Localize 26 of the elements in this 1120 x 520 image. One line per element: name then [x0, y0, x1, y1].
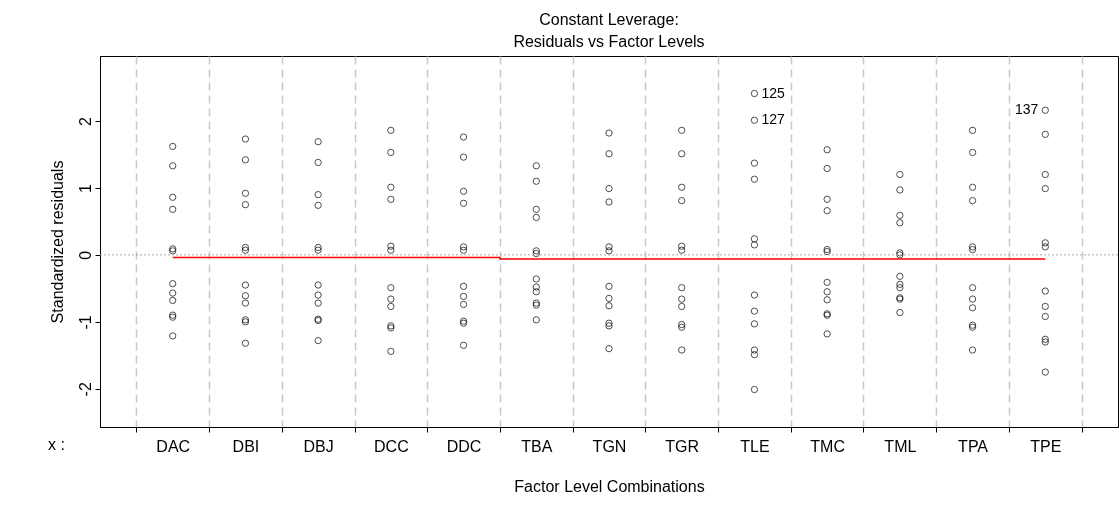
- x-tick-label: TPA: [958, 437, 989, 455]
- x-tick-label: DAC: [156, 437, 191, 455]
- x-tick-label: TPE: [1030, 437, 1062, 455]
- y-axis-title: Standardized residuals: [48, 160, 66, 324]
- y-tick-label: -2: [76, 382, 94, 397]
- y-tick-label: -1: [76, 315, 94, 330]
- x-tick-label: TMC: [810, 437, 845, 455]
- annotation: 125: [761, 84, 785, 101]
- y-tick-label: 1: [76, 183, 94, 193]
- x-tick-label: DCC: [374, 437, 409, 455]
- y-tick-label: 0: [76, 250, 94, 260]
- chart-subtitle: Residuals vs Factor Levels: [513, 33, 705, 50]
- x-tick-label: TML: [884, 437, 917, 455]
- x-tick-label: TGN: [592, 437, 627, 455]
- annotation: 137: [1014, 101, 1039, 118]
- x-tick-label: DBI: [232, 437, 260, 455]
- y-tick-label: 2: [76, 116, 94, 126]
- annotation: 127: [761, 111, 785, 128]
- x-axis-title: Factor Level Combinations: [514, 477, 705, 495]
- x-tick-label: TLE: [740, 437, 770, 455]
- chart-title: Constant Leverage:: [539, 11, 679, 28]
- x-tick-label: TGR: [665, 437, 700, 455]
- x-tick-label: TBA: [521, 437, 553, 455]
- x-tick-label: DDC: [446, 437, 482, 455]
- x-tick-label: DBJ: [303, 437, 334, 455]
- text: x :: [48, 436, 65, 453]
